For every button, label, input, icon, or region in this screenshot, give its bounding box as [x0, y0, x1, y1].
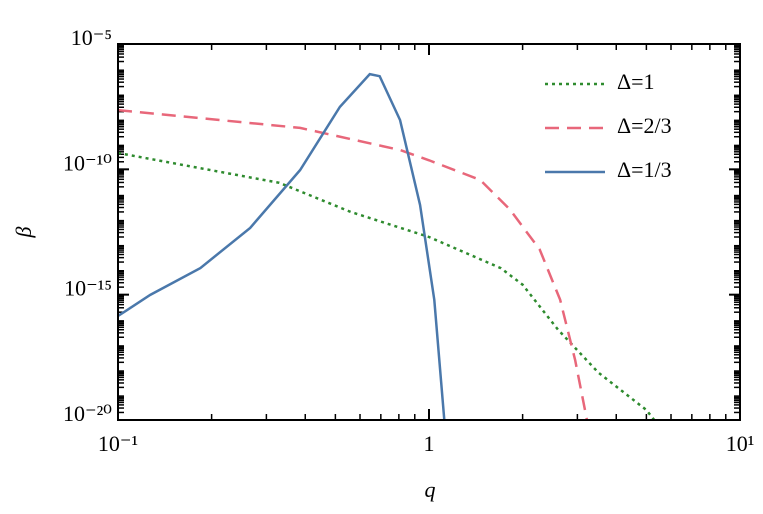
data-line [118, 151, 656, 420]
y-tick-label: 10⁻¹⁵ [64, 276, 112, 301]
data-line [118, 72, 446, 420]
x-axis-label: q [425, 477, 436, 502]
legend-label: Δ=1 [617, 69, 655, 94]
data-line [118, 108, 589, 420]
legend-label: Δ=1/3 [617, 157, 672, 182]
x-tick-label: 10⁻¹ [98, 431, 138, 456]
y-tick-label: 10⁻⁵ [71, 25, 112, 50]
plot-frame [117, 43, 741, 421]
legend-label: Δ=2/3 [617, 113, 672, 138]
y-tick-label: 10⁻²⁰ [63, 401, 112, 426]
y-tick-label: 10⁻¹⁰ [63, 150, 112, 175]
x-tick-label: 10¹ [726, 431, 755, 456]
y-axis-label: β [11, 226, 36, 238]
x-tick-label: 1 [424, 431, 435, 456]
